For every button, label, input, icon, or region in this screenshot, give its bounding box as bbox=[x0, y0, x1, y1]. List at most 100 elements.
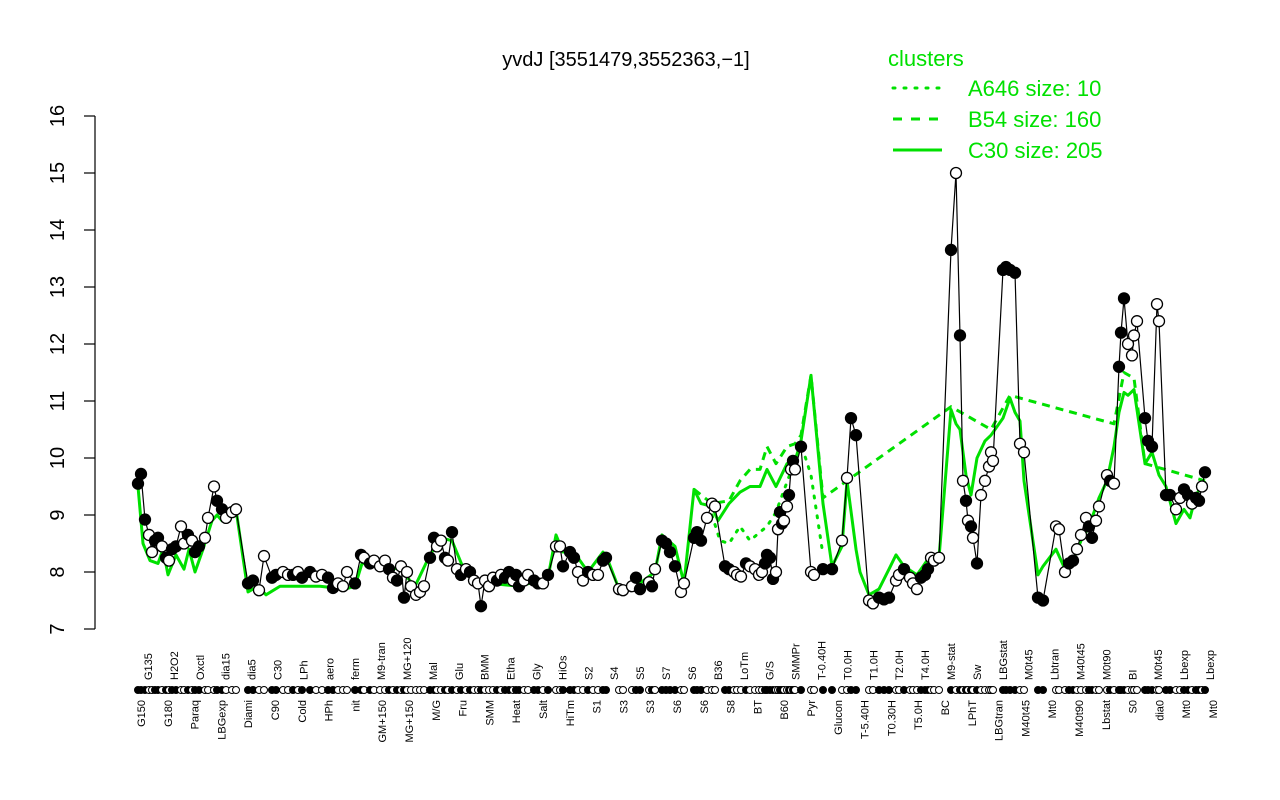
x-tick-label: T0.0H bbox=[842, 650, 854, 680]
x-tick-label: HPh bbox=[324, 700, 336, 721]
data-point bbox=[567, 551, 581, 564]
data-point bbox=[246, 574, 260, 587]
x-tick-label: dia5 bbox=[247, 659, 259, 680]
x-tick-label: M0t45 bbox=[1153, 649, 1165, 680]
data-point bbox=[1112, 360, 1126, 373]
data-point bbox=[1195, 480, 1209, 493]
rug-mark bbox=[1039, 686, 1047, 694]
x-tick-label: LBGtran bbox=[994, 700, 1006, 741]
data-point bbox=[229, 503, 243, 516]
data-point bbox=[840, 471, 854, 485]
x-tick-label: M9-stat bbox=[946, 643, 958, 680]
data-point bbox=[897, 563, 911, 576]
x-tick-label: Mt0 bbox=[1047, 700, 1059, 718]
data-point bbox=[769, 565, 783, 579]
y-tick-label: 7 bbox=[47, 623, 69, 634]
rug-mark bbox=[935, 686, 943, 694]
data-point bbox=[541, 568, 555, 581]
rug-mark bbox=[232, 686, 240, 694]
data-point bbox=[252, 584, 266, 597]
x-tick-label: Salt bbox=[538, 700, 550, 719]
data-point bbox=[434, 534, 448, 547]
x-tick-label: T5.0H bbox=[913, 700, 925, 730]
rug-mark bbox=[636, 686, 644, 694]
x-tick-label: G150 bbox=[136, 700, 148, 727]
data-point bbox=[910, 582, 924, 596]
data-point bbox=[336, 580, 350, 593]
data-point bbox=[1152, 315, 1166, 328]
x-tick-label: T0.30H bbox=[886, 700, 898, 736]
x-tick-label: M40t90 bbox=[1074, 700, 1086, 737]
y-tick-label: 10 bbox=[47, 447, 69, 469]
x-tick-label: M/G bbox=[431, 700, 443, 721]
rug-mark bbox=[298, 686, 306, 694]
y-tick-label: 13 bbox=[47, 276, 69, 298]
data-point bbox=[668, 560, 682, 573]
rug-mark bbox=[260, 686, 268, 694]
rug-mark bbox=[828, 686, 836, 694]
y-tick-label: 9 bbox=[47, 509, 69, 520]
x-tick-label: Mt0 bbox=[1208, 700, 1220, 718]
x-tick-label: S6 bbox=[672, 700, 684, 713]
data-point bbox=[1198, 466, 1212, 479]
data-point bbox=[835, 534, 849, 547]
rug-mark bbox=[885, 686, 893, 694]
rug-mark bbox=[559, 686, 567, 694]
y-tick-label: 16 bbox=[47, 105, 69, 127]
data-point bbox=[1125, 349, 1139, 362]
x-tick-label: nit bbox=[350, 700, 362, 712]
data-point bbox=[1066, 554, 1080, 567]
data-point bbox=[474, 600, 488, 613]
rug-mark bbox=[602, 686, 610, 694]
cluster-line-dashed bbox=[693, 371, 1206, 506]
x-tick-label: G180 bbox=[163, 700, 175, 727]
x-tick-label: S2 bbox=[583, 667, 595, 680]
data-point bbox=[807, 568, 821, 581]
data-point bbox=[788, 463, 802, 476]
data-point bbox=[348, 577, 362, 590]
x-tick-label: H2O2 bbox=[169, 651, 181, 680]
x-tick-label: C30 bbox=[273, 660, 285, 680]
x-tick-label: BI bbox=[1127, 670, 1139, 680]
x-tick-label: Lbtran bbox=[1050, 649, 1062, 680]
data-point bbox=[445, 525, 459, 539]
data-point bbox=[921, 563, 935, 576]
rug-mark bbox=[1201, 686, 1209, 694]
data-point bbox=[1114, 326, 1128, 339]
data-point bbox=[198, 531, 212, 544]
x-tick-label: HiTm bbox=[565, 700, 577, 726]
data-point bbox=[734, 570, 748, 583]
rug-mark bbox=[544, 686, 552, 694]
x-tick-label: MG+120 bbox=[402, 638, 414, 681]
data-point bbox=[844, 411, 858, 425]
data-point bbox=[763, 551, 777, 564]
data-point bbox=[1008, 266, 1022, 279]
x-axis-rug bbox=[134, 686, 1209, 694]
data-point bbox=[966, 531, 980, 544]
data-point bbox=[978, 474, 992, 487]
x-tick-label: LPh bbox=[298, 660, 310, 680]
rug-mark bbox=[810, 686, 818, 694]
data-point bbox=[397, 591, 411, 604]
data-point bbox=[849, 429, 863, 442]
data-point bbox=[423, 551, 437, 564]
x-tick-label: S5 bbox=[635, 667, 647, 680]
rug-mark bbox=[651, 686, 659, 694]
x-tick-label: LBGexp bbox=[216, 700, 228, 740]
x-tick-label: M0t90 bbox=[1101, 649, 1113, 680]
x-tick-label: Gly bbox=[532, 663, 544, 680]
x-tick-label: LoTm bbox=[739, 652, 751, 680]
data-point bbox=[556, 560, 570, 573]
data-point bbox=[700, 511, 714, 524]
x-tick-label: S6 bbox=[687, 667, 699, 680]
data-point bbox=[949, 166, 963, 180]
data-point bbox=[400, 565, 414, 579]
data-point bbox=[145, 545, 159, 559]
x-tick-label: G/S bbox=[765, 661, 777, 680]
rug-mark bbox=[1020, 686, 1028, 694]
data-point bbox=[648, 563, 662, 576]
x-tick-label: B60 bbox=[779, 700, 791, 720]
x-tick-label: aero bbox=[324, 658, 336, 680]
x-tick-label: Heat bbox=[511, 700, 523, 723]
